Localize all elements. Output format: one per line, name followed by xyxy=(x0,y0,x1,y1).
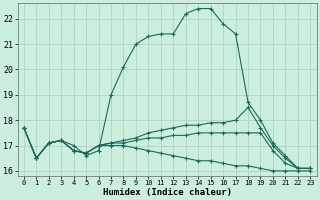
X-axis label: Humidex (Indice chaleur): Humidex (Indice chaleur) xyxy=(103,188,232,197)
